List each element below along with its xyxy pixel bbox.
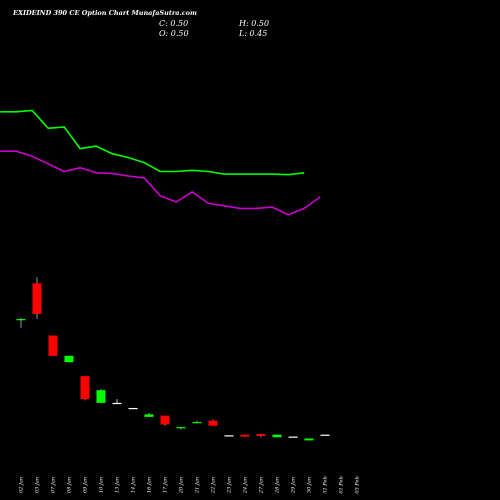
candle-body (256, 434, 266, 436)
candle-body (16, 318, 26, 321)
candle-body (160, 415, 170, 425)
x-tick-label: 03 Feb (355, 476, 361, 493)
candle-body (112, 402, 122, 405)
high-readout: H: 0.50 (239, 19, 270, 28)
x-tick-label: 27 Jan (259, 477, 265, 494)
candle-body (240, 434, 250, 437)
close-readout: C: 0.50 (159, 19, 189, 28)
x-tick-label: 03 Jan (35, 477, 41, 493)
x-tick-label: 02 Jan (19, 477, 25, 493)
candle-body (304, 438, 314, 441)
candle-body (208, 420, 218, 426)
x-tick-label: 23 Jan (227, 477, 233, 494)
candle-body (128, 407, 138, 410)
chart-title: EXIDEIND 390 CE Option Chart MunafaSutra… (13, 9, 197, 17)
candle-body (48, 335, 58, 356)
x-tick-label: 07 Jan (51, 477, 57, 493)
x-tick-label: 20 Jan (179, 477, 185, 494)
candle-body (96, 390, 106, 403)
x-tick-label: 22 Jan (211, 477, 217, 494)
x-tick-label: 16 Jan (147, 477, 153, 493)
low-readout: L: 0.45 (239, 29, 268, 38)
x-tick-label: 14 Jan (131, 477, 137, 493)
candle-body (192, 421, 202, 424)
x-tick-label: 17 Jan (163, 477, 169, 493)
candle-body (224, 435, 234, 437)
x-tick-label: 09 Jan (83, 477, 89, 493)
x-tick-label: 01 Feb (339, 476, 345, 493)
candle-body (176, 427, 186, 429)
candle-body (32, 283, 42, 314)
candle-body (144, 414, 154, 417)
x-tick-label: 29 Jan (291, 477, 297, 494)
x-tick-label: 24 Jan (243, 477, 249, 494)
x-tick-label: 13 Jan (115, 477, 121, 493)
x-tick-label: 30 Jan (307, 477, 313, 493)
candle-body (80, 376, 90, 400)
x-tick-label: 10 Jan (99, 477, 105, 493)
x-tick-label: 08 Jan (67, 477, 73, 493)
x-tick-label: 21 Jan (195, 477, 201, 494)
x-tick-label: 28 Jan (275, 477, 281, 494)
ma-slow-line (0, 150, 321, 216)
candle-body (272, 434, 282, 438)
candle-body (320, 434, 330, 436)
open-readout: O: 0.50 (159, 29, 189, 38)
ma-fast-line (0, 109, 305, 176)
candle-body (288, 436, 298, 438)
x-tick-label: 31 Feb (323, 476, 329, 493)
candle-body (64, 355, 74, 363)
